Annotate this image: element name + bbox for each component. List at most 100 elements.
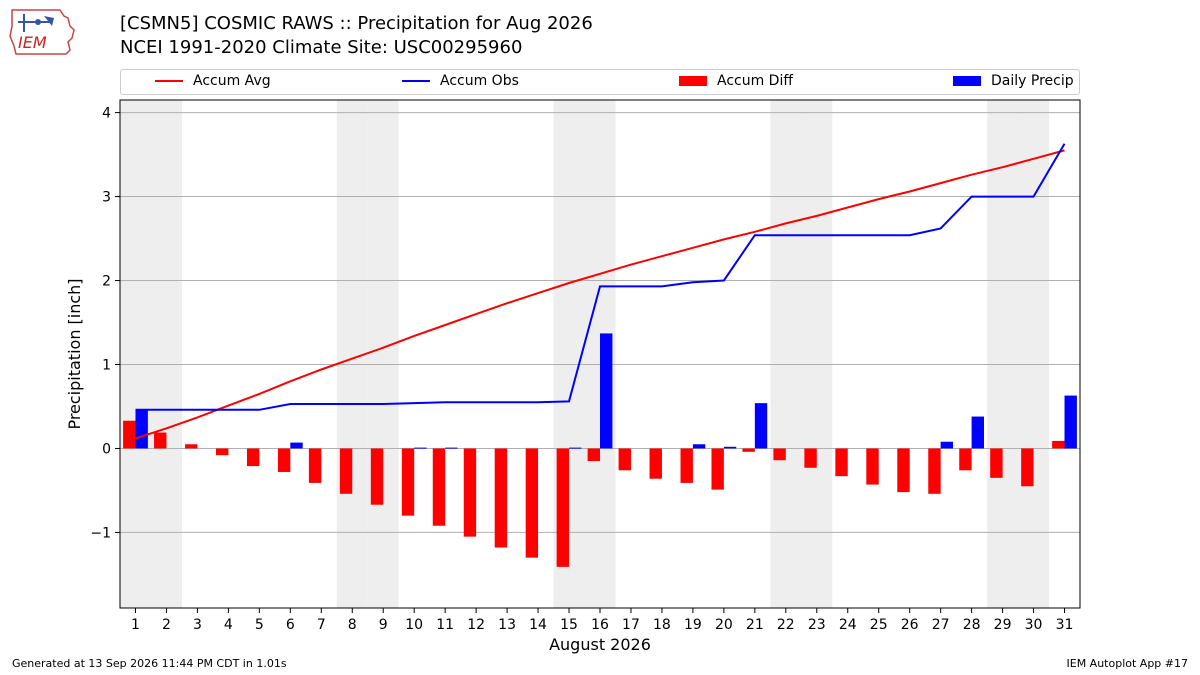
accum-diff-bar-day-8	[339, 448, 353, 494]
accum-diff-bar-day-19	[680, 448, 693, 483]
footer-generated-text: Generated at 13 Sep 2026 11:44 PM CDT in…	[12, 657, 287, 670]
x-tick-label-20: 20	[715, 617, 733, 633]
x-tick-label-4: 4	[224, 617, 233, 633]
daily-precip-bar-day-10	[414, 447, 427, 449]
accum-diff-bar-day-4	[216, 448, 229, 456]
x-tick-label-31: 31	[1056, 617, 1074, 633]
x-tick-label-30: 30	[1025, 617, 1043, 633]
daily-precip-bar-day-19	[692, 444, 706, 449]
accum-diff-bar-day-20	[711, 448, 724, 490]
accum-diff-bar-day-23	[804, 448, 817, 468]
x-tick-label-9: 9	[379, 617, 388, 633]
daily-precip-bar-day-6	[290, 442, 303, 449]
legend-label-accum-diff: Accum Diff	[717, 73, 794, 89]
x-tick-label-22: 22	[777, 617, 795, 633]
x-tick-label-11: 11	[436, 617, 454, 633]
y-tick-label-4: 4	[102, 106, 111, 122]
x-tick-label-24: 24	[839, 617, 857, 633]
iem-logo: IEM	[8, 6, 80, 58]
legend-item-accum-avg: Accum Avg	[155, 73, 271, 91]
x-tick-label-26: 26	[901, 617, 919, 633]
accum-diff-bar-day-24	[835, 448, 848, 477]
accum-diff-bar-day-10	[401, 448, 415, 516]
accum-diff-bar-day-1	[123, 420, 136, 449]
y-axis-label: Precipitation [inch]	[65, 278, 84, 429]
weekend-shade-day-22	[770, 100, 802, 608]
weekend-shade-day-29	[987, 100, 1019, 608]
accum-diff-bar-day-9	[370, 448, 384, 505]
x-tick-label-3: 3	[193, 617, 202, 633]
legend-item-accum-diff: Accum Diff	[679, 73, 793, 91]
plot-frame	[119, 99, 1081, 609]
weekend-shade-day-16	[584, 100, 616, 608]
accum-diff-bar-day-7	[308, 448, 322, 483]
accum-diff-bar-day-3	[185, 444, 198, 449]
accum-diff-bar-day-28	[959, 448, 972, 471]
y-tick-label-0: 0	[102, 441, 111, 457]
accum-diff-bar-day-16	[587, 448, 600, 462]
x-tick-label-14: 14	[529, 617, 547, 633]
accum-diff-bar-day-2	[154, 432, 167, 449]
x-tick-label-23: 23	[808, 617, 826, 633]
legend-item-accum-obs: Accum Obs	[402, 73, 519, 91]
daily-precip-bar-day-27	[940, 441, 954, 449]
accum-diff-bar-day-31	[1052, 440, 1065, 449]
x-tick-label-16: 16	[591, 617, 609, 633]
daily-precip-bar-day-15	[569, 447, 582, 449]
legend-label-accum-obs: Accum Obs	[440, 73, 519, 89]
x-tick-label-5: 5	[255, 617, 264, 633]
accum-avg-line	[135, 149, 1065, 440]
x-tick-label-2: 2	[162, 617, 171, 633]
x-axis-label: August 2026	[549, 635, 651, 654]
legend-swatch-accum-diff	[679, 76, 707, 86]
y-tick-label-3: 3	[102, 190, 111, 206]
weekend-shade-day-1	[120, 100, 151, 608]
accum-obs-line	[135, 143, 1066, 411]
x-tick-label-6: 6	[286, 617, 295, 633]
weekend-shade-day-15	[553, 100, 585, 608]
x-tick-label-19: 19	[684, 617, 702, 633]
legend-swatch-accum-obs	[402, 80, 430, 82]
x-tick-label-28: 28	[963, 617, 981, 633]
accum-diff-bar-day-17	[618, 448, 631, 471]
weekend-shade-day-23	[801, 100, 833, 608]
x-tick-label-10: 10	[405, 617, 423, 633]
accum-diff-bar-day-25	[866, 448, 879, 485]
legend: Accum Avg Accum Obs Accum Diff Daily Pre…	[120, 69, 1080, 95]
weekend-shade-day-2	[150, 100, 182, 608]
chart-title-line1: [CSMN5] COSMIC RAWS :: Precipitation for…	[120, 13, 593, 34]
y-tick-label-2: 2	[102, 274, 111, 290]
x-tick-label-12: 12	[467, 617, 485, 633]
x-tick-label-7: 7	[317, 617, 326, 633]
x-tick-label-1: 1	[131, 617, 140, 633]
accum-diff-bar-day-14	[525, 448, 539, 558]
weekend-shade-day-9	[367, 100, 399, 608]
daily-precip-bar-day-20	[723, 446, 737, 449]
x-tick-label-21: 21	[746, 617, 764, 633]
accum-diff-bar-day-30	[1021, 448, 1034, 487]
daily-precip-bar-day-1	[135, 409, 148, 449]
accum-diff-bar-day-6	[277, 448, 291, 472]
logo-text: IEM	[18, 33, 47, 52]
daily-precip-bar-day-28	[971, 416, 984, 449]
accum-diff-bar-day-21	[742, 448, 755, 452]
chart-title-line2: NCEI 1991-2020 Climate Site: USC00295960	[120, 37, 523, 58]
daily-precip-bar-day-16	[600, 333, 613, 449]
x-tick-label-15: 15	[560, 617, 578, 633]
accum-diff-bar-day-13	[494, 448, 508, 548]
y-tick-label-1: 1	[102, 357, 111, 373]
legend-item-daily-precip: Daily Precip	[953, 73, 1074, 91]
legend-label-daily-precip: Daily Precip	[991, 73, 1074, 89]
weekend-shade-day-30	[1018, 100, 1050, 608]
legend-swatch-daily-precip	[953, 76, 981, 86]
y-tick-label-neg1: −1	[90, 525, 111, 541]
weekend-shade-day-8	[336, 100, 368, 608]
accum-diff-bar-day-15	[556, 448, 570, 567]
footer-app-text: IEM Autoplot App #17	[1066, 657, 1189, 670]
accum-diff-bar-day-18	[649, 448, 662, 479]
accum-diff-bar-day-11	[432, 448, 446, 526]
legend-swatch-accum-avg	[155, 80, 183, 82]
legend-label-accum-avg: Accum Avg	[193, 73, 271, 89]
daily-precip-bar-day-21	[754, 403, 768, 449]
